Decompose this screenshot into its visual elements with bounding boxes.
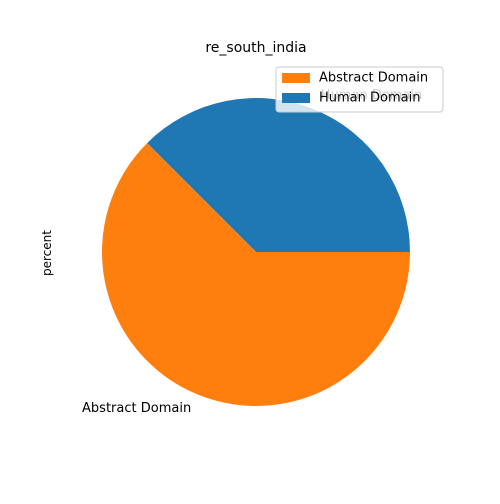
legend: Abstract Domain Human Domain: [275, 66, 444, 113]
chart-title: re_south_india: [205, 40, 306, 56]
legend-frame: [275, 66, 444, 113]
legend-swatch: [282, 73, 310, 83]
pie-slice-human-domain: [147, 98, 411, 252]
y-axis-label: percent: [40, 230, 54, 276]
slice-label: Abstract Domain: [82, 401, 191, 416]
legend-items: Abstract Domain Human Domain: [282, 71, 428, 106]
legend-swatch: [282, 93, 310, 103]
legend-label: Abstract Domain: [319, 71, 428, 86]
pie-slices: [101, 98, 411, 407]
legend-label: Human Domain: [319, 91, 420, 106]
pie-slice-abstract-domain: [101, 143, 411, 407]
